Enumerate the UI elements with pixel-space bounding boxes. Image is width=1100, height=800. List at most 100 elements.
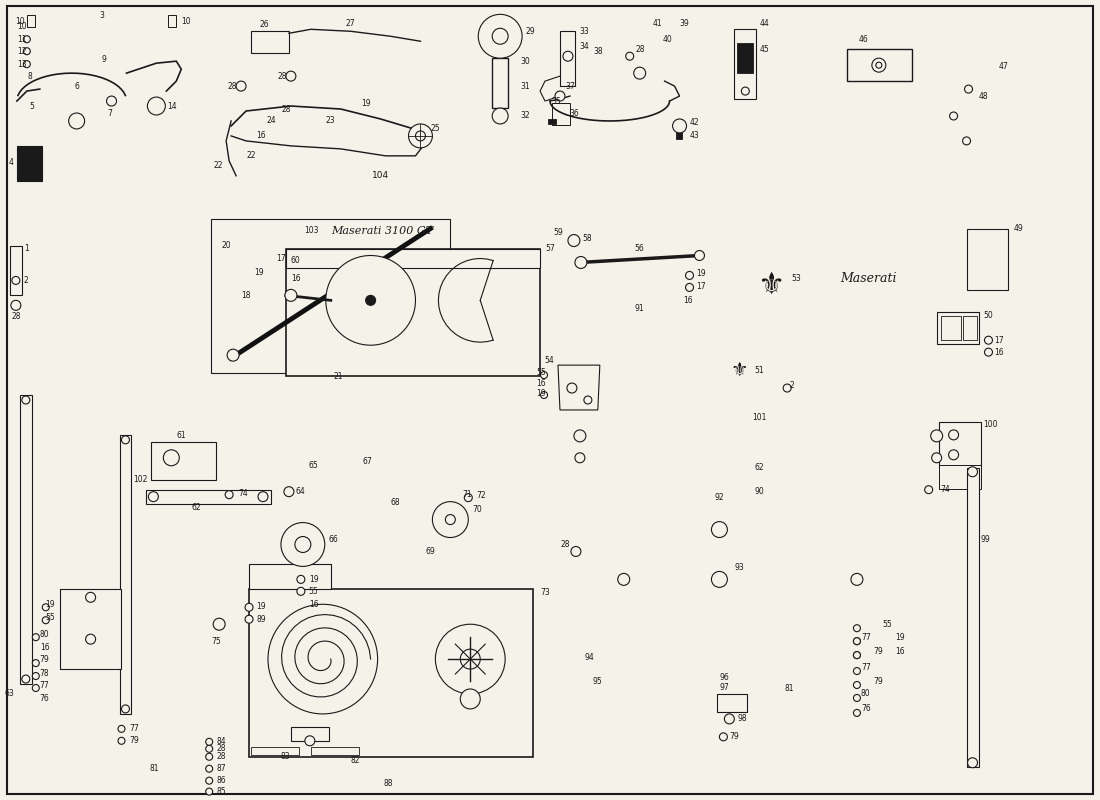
Text: 32: 32 — [520, 111, 530, 121]
Circle shape — [107, 96, 117, 106]
Circle shape — [783, 384, 791, 392]
Text: 16: 16 — [40, 642, 49, 652]
Text: 43: 43 — [690, 131, 700, 141]
Text: 19: 19 — [256, 602, 265, 610]
Text: 81: 81 — [784, 685, 794, 694]
Circle shape — [575, 453, 585, 462]
Text: 19: 19 — [894, 633, 904, 642]
Text: 44: 44 — [759, 19, 769, 28]
Circle shape — [86, 592, 96, 602]
Text: 16: 16 — [683, 296, 692, 305]
Bar — [286, 249, 540, 376]
Text: 75: 75 — [211, 637, 221, 646]
Circle shape — [854, 638, 860, 645]
Text: 76: 76 — [40, 694, 49, 703]
Text: 79: 79 — [873, 677, 882, 686]
Circle shape — [206, 746, 212, 752]
Circle shape — [492, 108, 508, 124]
Text: 70: 70 — [472, 505, 482, 514]
Text: 79: 79 — [729, 732, 739, 742]
Text: 28: 28 — [217, 744, 226, 754]
Text: 55: 55 — [883, 620, 892, 629]
Circle shape — [464, 494, 472, 502]
Circle shape — [121, 436, 130, 444]
Bar — [492, 58, 508, 108]
Circle shape — [574, 430, 586, 442]
Text: 31: 31 — [520, 82, 530, 90]
Text: 12: 12 — [16, 46, 26, 56]
Text: 37: 37 — [565, 82, 575, 90]
Text: 21: 21 — [334, 371, 343, 381]
Bar — [168, 15, 176, 27]
Circle shape — [245, 615, 253, 623]
Text: 85: 85 — [217, 787, 226, 796]
Bar — [251, 746, 299, 754]
Text: 29: 29 — [525, 26, 535, 36]
Text: 100: 100 — [983, 421, 998, 430]
Circle shape — [148, 492, 158, 502]
Text: 8: 8 — [28, 72, 32, 81]
Bar — [967, 468, 979, 766]
Text: 67: 67 — [363, 458, 373, 466]
Circle shape — [566, 383, 576, 393]
Text: 34: 34 — [580, 42, 590, 50]
Text: 62: 62 — [755, 463, 764, 472]
Circle shape — [460, 689, 481, 709]
Bar — [152, 442, 217, 480]
Bar — [937, 312, 979, 344]
Circle shape — [436, 624, 505, 694]
Text: 27: 27 — [345, 19, 355, 28]
Text: 36: 36 — [569, 109, 579, 118]
Bar — [560, 31, 575, 86]
Bar — [548, 119, 556, 124]
Circle shape — [227, 349, 239, 361]
Text: 97: 97 — [719, 682, 729, 691]
Circle shape — [226, 490, 233, 498]
Text: 79: 79 — [40, 654, 49, 663]
Circle shape — [206, 754, 212, 760]
Text: 82: 82 — [351, 756, 360, 766]
Circle shape — [22, 675, 30, 683]
Circle shape — [694, 250, 704, 261]
Text: 19: 19 — [361, 98, 371, 107]
Circle shape — [32, 634, 40, 641]
Circle shape — [719, 733, 727, 741]
Text: 28: 28 — [636, 45, 646, 54]
Text: 90: 90 — [755, 487, 764, 496]
Text: 19: 19 — [309, 575, 319, 584]
Text: 48: 48 — [979, 91, 988, 101]
Text: 25: 25 — [430, 125, 440, 134]
Text: 41: 41 — [652, 19, 662, 28]
Text: 99: 99 — [980, 535, 990, 544]
Circle shape — [326, 255, 416, 345]
Text: 10: 10 — [182, 17, 191, 26]
Circle shape — [854, 710, 860, 716]
Circle shape — [258, 492, 268, 502]
Circle shape — [236, 81, 246, 91]
Circle shape — [948, 450, 958, 460]
Text: 35: 35 — [551, 97, 561, 106]
Text: 58: 58 — [582, 234, 592, 243]
Circle shape — [86, 634, 96, 644]
Text: 10: 10 — [16, 22, 26, 31]
Text: 79: 79 — [873, 646, 882, 656]
Circle shape — [460, 649, 481, 669]
Text: 72: 72 — [476, 491, 486, 500]
Text: 7: 7 — [107, 109, 112, 118]
Circle shape — [121, 705, 130, 713]
Bar — [211, 218, 450, 373]
Text: 78: 78 — [40, 669, 49, 678]
Circle shape — [23, 48, 31, 54]
Text: 96: 96 — [719, 673, 729, 682]
Text: 38: 38 — [593, 46, 603, 56]
Circle shape — [432, 502, 469, 538]
Circle shape — [213, 618, 226, 630]
Text: 28: 28 — [282, 105, 290, 114]
Bar — [290, 727, 329, 741]
Text: 53: 53 — [791, 274, 801, 283]
Text: eurospares: eurospares — [197, 587, 355, 611]
Circle shape — [297, 575, 305, 583]
Circle shape — [206, 738, 212, 746]
Circle shape — [568, 234, 580, 246]
Circle shape — [556, 91, 565, 101]
